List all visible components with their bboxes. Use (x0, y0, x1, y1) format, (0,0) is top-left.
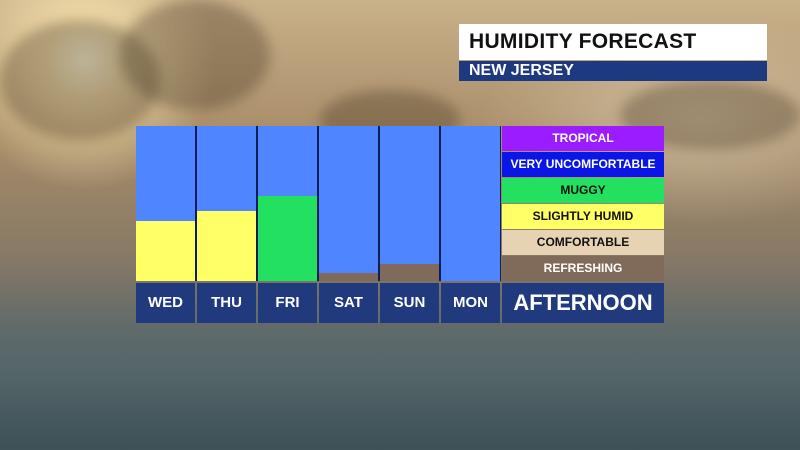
bar-column-fri (258, 126, 317, 281)
bar-fill-wed (136, 221, 195, 281)
legend-item-comfortable: COMFORTABLE (502, 230, 664, 255)
bar-fill-sun (380, 264, 439, 281)
background-tree (120, 0, 270, 110)
legend-item-muggy: MUGGY (502, 178, 664, 203)
humidity-chart (136, 126, 501, 281)
day-label-mon: MON (441, 283, 500, 323)
bar-column-mon (441, 126, 500, 281)
legend-item-very-uncomfortable: VERY UNCOMFORTABLE (502, 152, 664, 177)
bar-fill-fri (258, 196, 317, 281)
background-tree (0, 20, 160, 140)
period-label: AFTERNOON (502, 283, 664, 323)
bar-column-thu (197, 126, 256, 281)
legend-item-tropical: TROPICAL (502, 126, 664, 151)
legend-item-slightly-humid: SLIGHTLY HUMID (502, 204, 664, 229)
bar-column-wed (136, 126, 195, 281)
title-box: HUMIDITY FORECAST (459, 24, 767, 60)
bar-fill-sat (319, 273, 378, 281)
legend-item-refreshing: REFRESHING (502, 256, 664, 281)
subtitle-box: NEW JERSEY (459, 61, 767, 81)
day-label-wed: WED (136, 283, 195, 323)
chart-title: HUMIDITY FORECAST (469, 30, 697, 53)
chart-subtitle: NEW JERSEY (469, 62, 574, 79)
bar-column-sun (380, 126, 439, 281)
bar-fill-thu (197, 211, 256, 281)
day-label-thu: THU (197, 283, 256, 323)
day-label-fri: FRI (258, 283, 317, 323)
day-label-sat: SAT (319, 283, 378, 323)
bar-column-sat (319, 126, 378, 281)
day-label-sun: SUN (380, 283, 439, 323)
